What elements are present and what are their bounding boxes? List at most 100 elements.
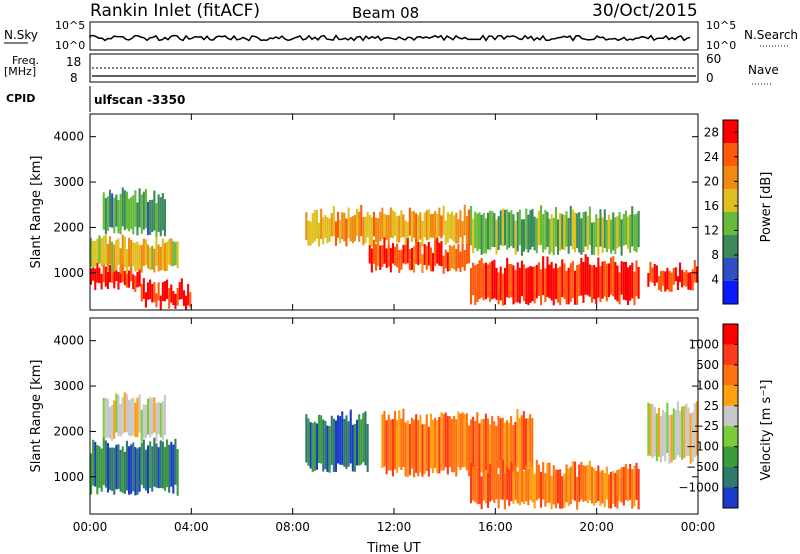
echo-cell xyxy=(163,394,166,436)
echo-cell xyxy=(394,246,397,266)
x-tick-label: 12:00 xyxy=(377,520,412,534)
echo-cell xyxy=(170,284,173,303)
echo-cell xyxy=(98,267,101,284)
echo-cell xyxy=(476,264,479,302)
echo-cell xyxy=(467,209,470,242)
echo-cell xyxy=(599,266,602,302)
echo-cell xyxy=(138,394,141,433)
echo-cell xyxy=(525,208,528,250)
echo-cell xyxy=(523,219,526,252)
echo-cell xyxy=(102,192,105,230)
echo-cell xyxy=(102,235,105,265)
echo-cell xyxy=(366,424,369,472)
echo-cell xyxy=(315,423,318,470)
colorbar-segment xyxy=(723,143,738,167)
echo-cell xyxy=(92,261,95,281)
echo-cell xyxy=(666,402,669,453)
echo-cell xyxy=(305,414,308,463)
echo-cell xyxy=(681,406,684,460)
echo-cell xyxy=(170,238,173,266)
x-tick-label: 04:00 xyxy=(174,520,209,534)
echo-cell xyxy=(117,238,120,265)
echo-cell xyxy=(683,405,686,459)
echo-cell xyxy=(113,447,116,495)
echo-cell xyxy=(666,267,669,290)
echo-cell xyxy=(565,464,568,503)
echo-cell xyxy=(635,260,638,297)
echo-cell xyxy=(159,403,162,438)
echo-cell xyxy=(487,212,490,250)
echo-cell xyxy=(637,468,640,510)
colorbar-segment xyxy=(723,426,738,448)
echo-cell xyxy=(309,422,312,469)
echo-cell xyxy=(149,397,152,438)
echo-cell xyxy=(172,291,175,305)
echo-cell xyxy=(660,416,663,463)
echo-cell xyxy=(531,466,534,503)
echo-cell xyxy=(557,268,560,303)
echo-cell xyxy=(512,214,515,249)
echo-cell xyxy=(394,211,397,236)
echo-cell xyxy=(540,205,543,246)
date-label: 30/Oct/2015 xyxy=(592,1,698,21)
echo-cell xyxy=(92,439,95,486)
echo-cell xyxy=(670,272,673,292)
echo-cell xyxy=(153,190,156,231)
echo-cell xyxy=(603,261,606,297)
echo-cell xyxy=(100,273,103,290)
colorbar-tick-label: 100 xyxy=(696,378,719,392)
echo-cell xyxy=(506,209,509,250)
echo-cell xyxy=(134,275,137,292)
echo-cell xyxy=(633,465,636,507)
echo-cell xyxy=(353,214,356,242)
echo-cell xyxy=(474,211,477,249)
echo-cell xyxy=(597,218,600,256)
echo-cell xyxy=(311,213,314,244)
y-tick-label: 1000 xyxy=(53,266,84,280)
echo-cell xyxy=(404,220,407,247)
echo-cell xyxy=(387,414,390,471)
echo-cell xyxy=(339,416,342,465)
echo-cell xyxy=(313,421,316,471)
echo-cell xyxy=(533,266,536,304)
echo-cell xyxy=(499,210,502,246)
echo-cell xyxy=(138,188,141,228)
echo-cell xyxy=(410,417,413,469)
echo-cell xyxy=(155,236,158,266)
echo-cell xyxy=(351,424,354,472)
nsky-label: N.Sky xyxy=(4,28,38,42)
echo-cell xyxy=(599,471,602,506)
echo-cell xyxy=(503,473,506,510)
echo-cell xyxy=(328,218,331,242)
colorbar-tick-label: −500 xyxy=(686,460,719,474)
echo-cell xyxy=(674,410,677,460)
echo-cell xyxy=(580,257,583,296)
echo-cell xyxy=(614,262,617,300)
echo-cell xyxy=(106,196,109,231)
echo-cell xyxy=(578,464,581,502)
velocity-colorbar: 1000 500 100 25 −25 −100 −500 −1000 xyxy=(678,323,739,509)
echo-cell xyxy=(463,204,466,236)
echo-cell xyxy=(423,212,426,238)
echo-cell xyxy=(345,218,348,247)
echo-cell xyxy=(134,242,137,272)
echo-cell xyxy=(569,263,572,302)
echo-cell xyxy=(423,244,426,265)
echo-cell xyxy=(620,467,623,503)
colorbar-tick-label: 28 xyxy=(704,125,719,139)
noise-tick-low: 10^0 xyxy=(55,39,85,52)
echo-cell xyxy=(417,215,420,244)
x-tick-label: 00:00 xyxy=(681,520,716,534)
y-tick-label: 3000 xyxy=(53,175,84,189)
echo-cell xyxy=(389,248,392,273)
echo-cell xyxy=(144,189,147,229)
echo-cell xyxy=(487,473,490,508)
colorbar-tick-label: 8 xyxy=(711,248,719,262)
noise-sky-line xyxy=(89,34,691,42)
echo-cell xyxy=(695,401,698,456)
echo-cell xyxy=(343,212,346,242)
echo-cell xyxy=(172,241,175,267)
echo-cell xyxy=(174,293,177,309)
echo-cell xyxy=(142,404,145,439)
echo-cell xyxy=(552,268,555,306)
